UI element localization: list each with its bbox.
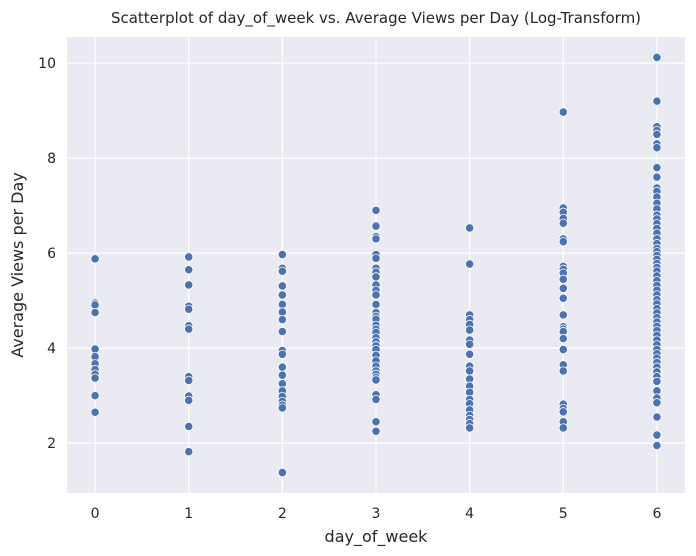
data-point xyxy=(90,373,100,383)
data-point xyxy=(558,334,568,344)
data-point xyxy=(277,290,287,300)
data-point xyxy=(465,366,475,376)
data-point xyxy=(371,205,381,215)
data-point xyxy=(184,421,194,432)
x-tick-label: 4 xyxy=(465,506,474,522)
y-tick-label: 6 xyxy=(47,246,56,262)
data-point xyxy=(558,407,568,417)
data-point xyxy=(371,221,381,231)
data-point xyxy=(652,129,662,139)
data-point xyxy=(277,281,287,291)
data-point xyxy=(371,272,381,282)
data-point xyxy=(277,249,287,260)
data-points xyxy=(90,52,662,478)
data-point xyxy=(652,163,662,173)
x-tick-label: 0 xyxy=(91,506,100,522)
data-point xyxy=(277,362,287,372)
data-point xyxy=(277,349,287,359)
data-point xyxy=(558,107,568,117)
data-point xyxy=(558,310,568,320)
data-point xyxy=(652,96,662,106)
data-point xyxy=(371,426,381,436)
x-tick-label: 1 xyxy=(184,506,193,522)
data-point xyxy=(465,325,475,335)
data-point xyxy=(371,299,381,310)
data-point xyxy=(558,423,568,433)
x-axis-title: day_of_week xyxy=(325,527,429,547)
data-point xyxy=(652,440,662,451)
data-point xyxy=(90,391,100,401)
data-point xyxy=(277,326,287,337)
data-point xyxy=(558,283,568,293)
data-point xyxy=(465,259,475,269)
data-point xyxy=(371,394,381,405)
data-point xyxy=(371,375,381,385)
data-point xyxy=(558,293,568,303)
data-point xyxy=(558,344,568,355)
y-tick-label: 2 xyxy=(47,436,56,452)
data-point xyxy=(184,447,194,457)
data-point xyxy=(277,370,287,380)
data-point xyxy=(277,266,287,276)
data-point xyxy=(652,430,662,440)
x-tick-label: 3 xyxy=(372,506,381,522)
x-tick-labels: 0 1 2 3 4 5 6 xyxy=(91,506,662,522)
data-point xyxy=(277,299,287,310)
data-point xyxy=(184,304,194,314)
y-tick-label: 4 xyxy=(47,341,56,357)
data-point xyxy=(652,143,662,153)
data-point xyxy=(184,252,194,262)
data-point xyxy=(90,344,100,354)
data-point xyxy=(184,395,194,405)
data-point xyxy=(558,366,568,376)
data-point xyxy=(465,349,475,359)
data-point xyxy=(371,290,381,300)
x-tick-label: 5 xyxy=(559,506,568,522)
x-tick-label: 6 xyxy=(652,506,661,522)
y-tick-labels: 2 4 6 8 10 xyxy=(38,56,56,452)
data-point xyxy=(558,274,568,284)
data-point xyxy=(90,407,100,417)
data-point xyxy=(90,300,100,310)
data-point xyxy=(371,417,381,427)
data-point xyxy=(277,467,287,478)
data-point xyxy=(184,375,194,386)
y-tick-label: 10 xyxy=(38,56,56,72)
data-point xyxy=(90,307,100,318)
data-point xyxy=(184,265,194,275)
data-point xyxy=(652,398,662,408)
data-point xyxy=(652,412,662,422)
data-point xyxy=(277,307,287,317)
data-point xyxy=(371,253,381,263)
chart-title: Scatterplot of day_of_week vs. Average V… xyxy=(111,9,641,28)
data-point xyxy=(465,339,475,349)
data-point xyxy=(184,280,194,290)
data-point xyxy=(465,423,475,433)
data-point xyxy=(371,234,381,244)
data-point xyxy=(652,172,662,182)
x-tick-label: 2 xyxy=(278,506,287,522)
data-point xyxy=(558,218,568,228)
data-point xyxy=(277,403,287,413)
y-axis-title: Average Views per Day xyxy=(8,172,27,357)
data-point xyxy=(90,254,100,264)
data-point xyxy=(558,237,568,247)
data-point xyxy=(652,376,662,386)
data-point xyxy=(465,223,475,233)
data-point xyxy=(277,315,287,325)
data-point xyxy=(184,324,194,334)
data-point xyxy=(652,52,662,63)
y-tick-label: 8 xyxy=(47,151,56,167)
